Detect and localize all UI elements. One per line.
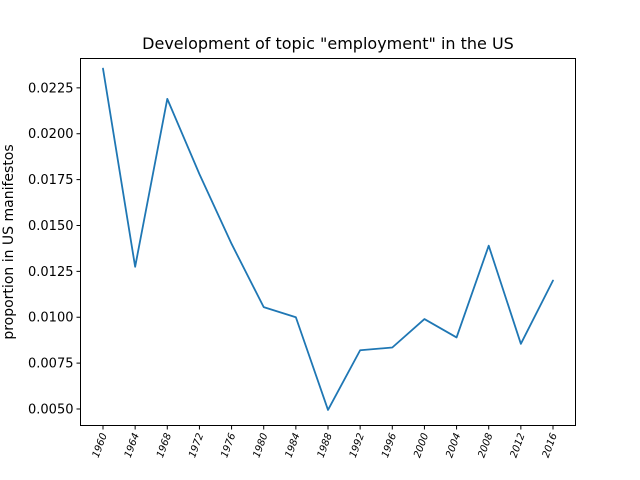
y-tick-label: 0.0150 — [28, 219, 74, 234]
y-tick-label: 0.0075 — [28, 357, 74, 372]
y-axis-label: proportion in US manifestos — [1, 144, 17, 339]
y-tick-label: 0.0200 — [28, 127, 74, 142]
y-tick-label: 0.0100 — [28, 311, 74, 326]
y-tick-label: 0.0125 — [28, 265, 74, 280]
y-axis-ticks: 0.0050 0.0075 0.0100 0.0125 0.0150 0.0175 0.02… — [28, 81, 81, 417]
series-line-employment — [102, 67, 554, 411]
chart-title: Development of topic "employment" in the… — [142, 34, 514, 53]
y-tick-label: 0.0175 — [28, 173, 74, 188]
y-tick-label: 0.0225 — [28, 81, 74, 96]
y-tick-label: 0.0050 — [28, 402, 74, 417]
